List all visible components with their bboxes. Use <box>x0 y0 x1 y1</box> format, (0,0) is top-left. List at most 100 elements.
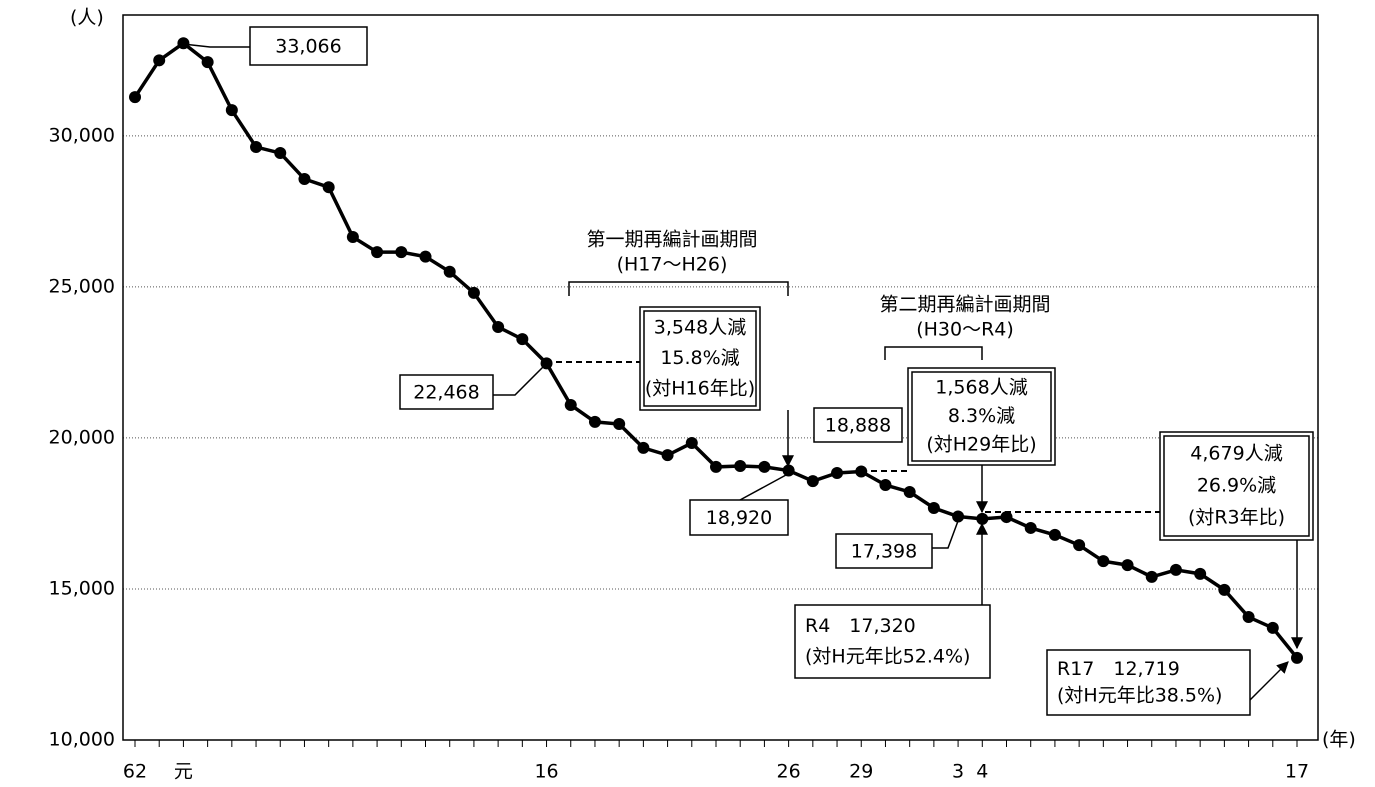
data-point <box>1097 555 1110 568</box>
data-point <box>927 502 940 514</box>
data-point <box>588 415 601 428</box>
data-point <box>1121 559 1134 572</box>
annotation-box-inner <box>1163 435 1310 537</box>
data-point <box>952 510 965 523</box>
data-point <box>564 398 577 411</box>
y-unit: (人) <box>70 7 104 29</box>
data-point <box>806 475 819 488</box>
y-tick-label: 20,000 <box>49 426 115 448</box>
data-point <box>419 250 432 263</box>
data-point <box>516 333 529 346</box>
value-label-box <box>835 533 933 569</box>
data-point <box>177 37 190 50</box>
x-tick-label: 17 <box>1285 761 1309 783</box>
annotation-text: (対H元年比52.4%) <box>805 645 970 667</box>
data-point <box>129 91 141 104</box>
annotation-text: 1,568人減 <box>935 377 1027 399</box>
x-tick-label: 3 <box>952 761 964 783</box>
annotation-text: 26.9%減 <box>1197 475 1276 497</box>
data-point <box>710 460 722 473</box>
data-point <box>831 466 844 479</box>
annotation-text: R17 12,719 <box>1057 658 1180 680</box>
annotation-text: (対H元年比38.5%) <box>1057 684 1222 706</box>
data-point <box>1145 570 1158 583</box>
data-point <box>1218 583 1231 596</box>
x-unit: (年) <box>1322 729 1356 751</box>
annotation-text: (対H16年比) <box>645 377 755 399</box>
x-tick-label: 62 <box>123 761 147 783</box>
annotation-box-inner <box>643 310 757 407</box>
annotation-box <box>1046 649 1251 716</box>
data-point <box>685 437 698 450</box>
data-point <box>1048 528 1061 541</box>
x-tick-label: 26 <box>777 761 801 783</box>
value-label: 18,920 <box>706 507 772 529</box>
data-point <box>492 321 505 334</box>
annotation-box <box>794 604 991 679</box>
value-label-box <box>689 499 789 536</box>
annotation-text: 第二期再編計画期間 <box>879 294 1050 316</box>
annotation-box <box>639 306 761 411</box>
data-point <box>371 246 384 259</box>
data-point <box>298 173 311 186</box>
value-label: 33,066 <box>275 36 341 58</box>
data-point <box>879 479 892 492</box>
annotation-text: (対R3年比) <box>1188 507 1285 529</box>
data-point <box>855 465 868 478</box>
data-point <box>467 286 480 299</box>
annotation-text: (対H29年比) <box>926 433 1036 455</box>
data-point <box>1000 511 1013 524</box>
x-tick-label: 4 <box>976 761 988 783</box>
data-point <box>443 265 456 278</box>
annotation-box-inner <box>911 371 1052 462</box>
x-tick-label: 29 <box>849 761 873 783</box>
y-tick-label: 15,000 <box>49 577 115 599</box>
decorations <box>182 43 1303 701</box>
data-point <box>153 54 166 67</box>
annotation-text: (H17～H26) <box>617 254 728 276</box>
value-label: 17,398 <box>851 541 917 563</box>
value-label-box <box>249 26 368 66</box>
data-point <box>201 56 214 69</box>
y-tick-label: 25,000 <box>49 275 115 297</box>
data-point <box>322 181 335 194</box>
data-point <box>661 449 674 462</box>
data-point <box>1169 563 1182 576</box>
annotation-text: 4,679人減 <box>1190 443 1282 465</box>
data-point <box>734 460 747 473</box>
annotation-text: R4 17,320 <box>805 615 916 637</box>
data-point <box>1073 539 1086 552</box>
data-point <box>540 357 553 370</box>
x-tick-label: 元 <box>174 761 193 783</box>
value-label: 18,888 <box>825 415 891 437</box>
data-point <box>225 104 238 117</box>
data-point <box>903 485 916 498</box>
annotation-box <box>907 367 1056 466</box>
data-point <box>782 464 795 477</box>
data-point <box>637 441 650 454</box>
data-point <box>758 460 771 473</box>
data-point <box>274 147 287 160</box>
data-point <box>1291 651 1303 664</box>
data-point <box>1194 567 1207 580</box>
annotation-text: (H30～R4) <box>916 319 1014 341</box>
data-point <box>395 246 408 259</box>
x-tick-label: 16 <box>534 761 558 783</box>
value-label: 22,468 <box>413 382 479 404</box>
annotation-text: 3,548人減 <box>654 317 746 339</box>
value-label-box <box>399 374 494 410</box>
annotation-text: 第一期再編計画期間 <box>586 229 757 251</box>
annotation-text: 8.3%減 <box>948 405 1015 427</box>
data-point <box>250 141 263 154</box>
value-label-box <box>813 407 903 443</box>
y-tick-label: 30,000 <box>49 124 115 146</box>
data-point <box>1266 621 1279 634</box>
data-point <box>346 231 359 244</box>
annotation-box <box>1159 431 1314 541</box>
y-tick-label: 10,000 <box>49 729 115 751</box>
data-point <box>976 512 989 525</box>
data-point <box>1242 611 1255 624</box>
plot-frame <box>122 14 1319 741</box>
data-point <box>613 418 626 431</box>
